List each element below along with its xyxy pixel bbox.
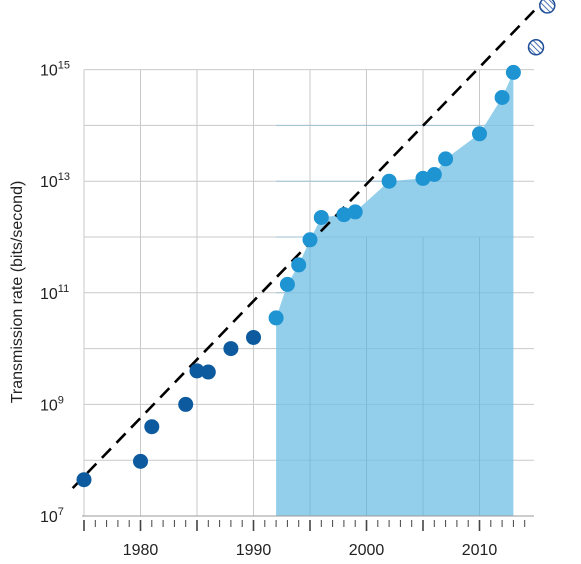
- data-point: [279, 276, 295, 292]
- data-point: [347, 204, 363, 220]
- shaded-area: [276, 72, 514, 516]
- data-point: [336, 207, 352, 223]
- data-point: [200, 364, 216, 380]
- data-point: [381, 173, 397, 189]
- data-point: [246, 329, 261, 345]
- data-point: [76, 472, 92, 488]
- data-point: [144, 419, 160, 435]
- y-axis-ticks: 107 109 1011 1013 1015: [40, 60, 70, 526]
- data-point: [189, 363, 205, 379]
- data-point-projected: [527, 39, 545, 56]
- x-tick-label: 2010: [462, 542, 498, 559]
- data-point: [302, 232, 318, 248]
- y-axis-title: Transmission rate (bits/second): [9, 181, 26, 404]
- data-point: [313, 209, 329, 225]
- data-point: [291, 257, 307, 273]
- data-point: [438, 151, 454, 167]
- data-point: [415, 170, 431, 186]
- x-tick-label: 1980: [123, 542, 159, 559]
- y-tick-label: 1015: [40, 60, 70, 80]
- data-point: [223, 341, 239, 357]
- y-tick-label: 1013: [40, 171, 70, 191]
- area-layer: [276, 72, 514, 516]
- data-point: [178, 396, 194, 412]
- data-point: [494, 90, 510, 105]
- y-tick-label: 109: [40, 394, 64, 414]
- data-point-projected: [539, 0, 556, 14]
- x-axis-ticks: 1980 1990 2000 2010: [83, 520, 526, 559]
- data-point: [268, 310, 284, 326]
- x-tick-label: 1990: [236, 542, 272, 559]
- data-point: [426, 167, 442, 183]
- x-tick-label: 2000: [349, 542, 385, 559]
- data-point: [472, 126, 487, 142]
- points-layer: [76, 0, 556, 488]
- y-tick-label: 107: [40, 506, 64, 526]
- data-point: [133, 453, 148, 469]
- data-point: [505, 64, 521, 80]
- y-tick-label: 1011: [40, 283, 69, 303]
